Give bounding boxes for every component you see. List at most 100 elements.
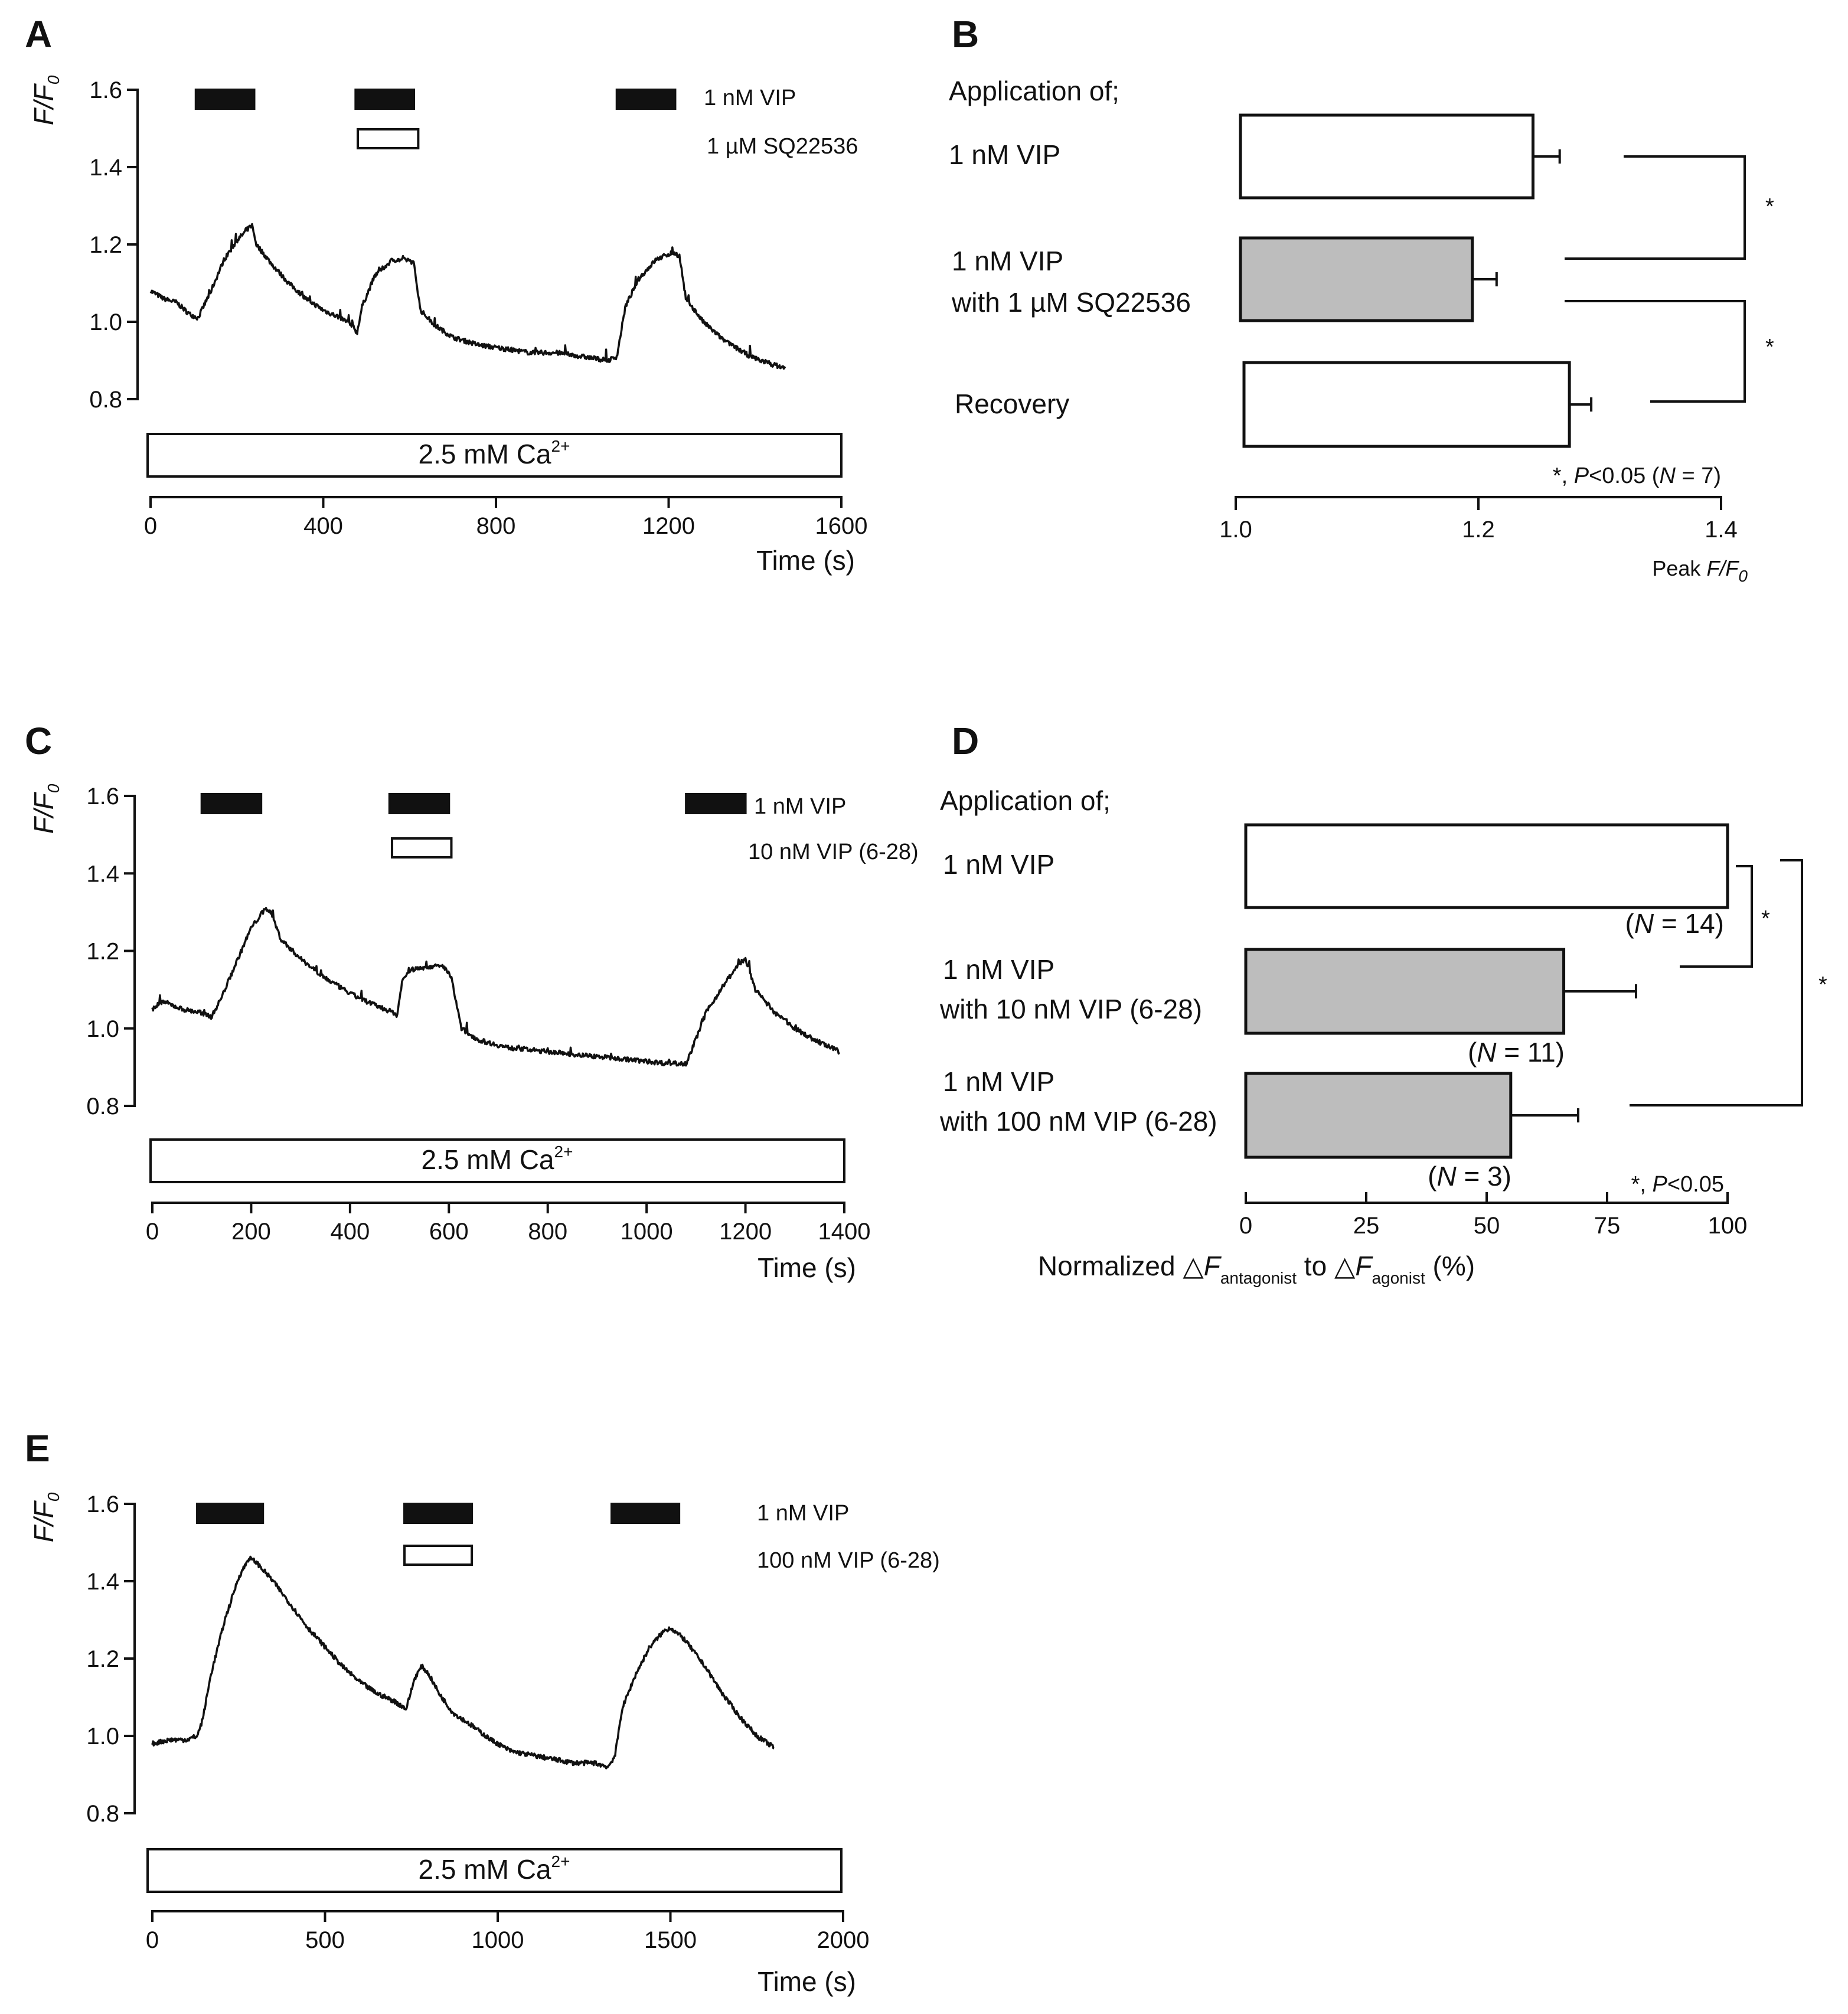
panel-d-xl-antag: antagonist xyxy=(1220,1269,1297,1287)
panel-e-x-tick-label: 1000 xyxy=(472,1927,524,1953)
panel-d-label-100-line2: with 100 nM VIP (6-28) xyxy=(939,1106,1217,1137)
panel-a-legend-vip: 1 nM VIP xyxy=(704,86,796,110)
panel-e-bath-sup: 2+ xyxy=(551,1852,570,1871)
panel-e-bath-text: 2.5 mM Ca xyxy=(419,1854,551,1885)
panel-b-note-p: P xyxy=(1574,463,1589,488)
panel-d-heading: Application of; xyxy=(940,785,1111,816)
panel-d-n14-val: = 14) xyxy=(1654,908,1724,939)
panel-d-n11-open: ( xyxy=(1468,1037,1477,1068)
panel-c-y-tick-label: 0.8 xyxy=(86,1093,119,1119)
panel-a-ylabel: F/F0 xyxy=(28,75,63,125)
panel-e-y-tick-label: 0.8 xyxy=(86,1801,119,1827)
panel-c-letter: C xyxy=(25,720,52,762)
panel-a-y-tick-label: 1.0 xyxy=(89,309,122,335)
panel-a-drug-bar-antagonist xyxy=(357,128,420,149)
panel-e: E 0.8 1.0 1.2 1.4 1.6 0 500 1000 1500 2000 1 nM V… xyxy=(25,1427,940,1997)
panel-a-y-tick-label: 1.2 xyxy=(89,232,122,258)
panel-d-x-tick-label: 100 xyxy=(1708,1213,1748,1239)
panel-a-drug-bar-vip xyxy=(354,89,416,110)
panel-d-stats-note: *, P<0.05 xyxy=(1631,1172,1724,1197)
panel-d-n11-val: = 11) xyxy=(1497,1037,1565,1068)
panel-a-bath-text: 2.5 mM Ca xyxy=(419,439,551,469)
panel-c-bath-sup: 2+ xyxy=(554,1143,573,1161)
panel-c-drug-bar-vip xyxy=(200,793,263,814)
panel-d-n-14: (N = 14) xyxy=(1625,908,1724,939)
panel-b-note-nval: = 7) xyxy=(1676,463,1721,488)
panel-b-x-tick-label: 1.2 xyxy=(1462,517,1495,543)
panel-c-y-tick-label: 1.2 xyxy=(86,939,119,965)
panel-c-drug-bar-antagonist xyxy=(391,837,453,859)
panel-d-x-tick-label: 25 xyxy=(1353,1213,1380,1239)
panel-d-xl-ag: agonist xyxy=(1372,1269,1425,1287)
panel-b-xlabel-sub: 0 xyxy=(1738,567,1748,585)
panel-c-x-tick-label: 1200 xyxy=(719,1219,772,1245)
panel-d-n14-open: ( xyxy=(1625,908,1635,939)
panel-b-label-sq-line1: 1 nM VIP xyxy=(952,246,1063,276)
panel-d-xl-a: Normalized △ xyxy=(1038,1251,1204,1281)
panel-d-label-10-line2: with 10 nM VIP (6-28) xyxy=(939,994,1202,1024)
panel-b-label-sq-line2: with 1 µM SQ22536 xyxy=(951,287,1191,318)
panel-c: C 0.8 1.0 1.2 1.4 1.6 0 200 400 600 800 1000 1200 14… xyxy=(25,720,919,1283)
panel-d-note-star: *, xyxy=(1631,1172,1653,1197)
panel-d-sig-bracket-2 xyxy=(1630,859,1803,1106)
panel-e-bath-box xyxy=(146,1848,843,1893)
panel-b-sig-1: * xyxy=(1765,194,1774,219)
panel-c-legend-vip: 1 nM VIP xyxy=(754,794,846,819)
panel-c-trace-line xyxy=(151,906,841,1067)
panel-d-n3-val: = 3) xyxy=(1457,1161,1511,1192)
panel-d-label-100-line1: 1 nM VIP xyxy=(943,1066,1054,1097)
panel-e-plot: 0.8 1.0 1.2 1.4 1.6 0 500 1000 1500 2000 xyxy=(86,1491,869,1953)
panel-c-x-tick-label: 800 xyxy=(528,1219,567,1245)
panel-a-x-tick-label: 800 xyxy=(476,513,516,539)
panel-d-xl-f1: F xyxy=(1204,1251,1222,1281)
panel-a-y-tick-label: 1.4 xyxy=(89,155,122,181)
panel-d-xl-f2: F xyxy=(1355,1251,1373,1281)
panel-a-x-tick-label: 0 xyxy=(144,513,157,539)
panel-c-ylabel-sub: 0 xyxy=(44,784,63,793)
panel-a-x-tick-label: 1600 xyxy=(815,513,868,539)
panel-e-legend-antag: 100 nM VIP (6-28) xyxy=(757,1548,940,1573)
panel-d-bar-1 xyxy=(1244,823,1729,909)
panel-d-sig-1: * xyxy=(1761,906,1770,931)
panel-e-ylabel-main: F/F xyxy=(28,1500,59,1542)
panel-c-x-tick-label: 1000 xyxy=(621,1219,673,1245)
panel-e-trace-line xyxy=(151,1555,775,1770)
panel-e-y-tick-label: 1.6 xyxy=(86,1491,119,1517)
panel-d-xl-to: to △ xyxy=(1297,1251,1356,1281)
panel-c-bath-text: 2.5 mM Ca xyxy=(422,1144,554,1175)
panel-c-y-tick-label: 1.6 xyxy=(86,784,119,809)
panel-c-x-tick-label: 600 xyxy=(429,1219,469,1245)
panel-b-bar-3 xyxy=(1242,361,1571,448)
panel-c-x-tick-label: 1400 xyxy=(818,1219,871,1245)
panel-e-x-tick-label: 1500 xyxy=(644,1927,697,1953)
panel-c-drug-bar-vip xyxy=(388,793,450,814)
panel-a-ylabel-sub: 0 xyxy=(44,75,63,84)
panel-d-x-tick-label: 50 xyxy=(1474,1213,1500,1239)
panel-d-n-11: (N = 11) xyxy=(1468,1037,1565,1068)
panel-e-y-tick-label: 1.4 xyxy=(86,1569,119,1595)
panel-a-drug-bar-vip xyxy=(194,89,256,110)
panel-b-label-recovery: Recovery xyxy=(955,389,1069,419)
panel-d-bar-3 xyxy=(1244,1072,1513,1159)
panel-e-ylabel-sub: 0 xyxy=(44,1492,63,1501)
panel-d-bar-2 xyxy=(1244,948,1566,1035)
panel-a-bath-label: 2.5 mM Ca2+ xyxy=(419,437,570,469)
panel-b-sig-bracket-1 xyxy=(1565,155,1746,260)
panel-c-y-tick-label: 1.0 xyxy=(86,1016,119,1042)
panel-d-sig-bracket-1 xyxy=(1680,865,1753,968)
panel-b-heading: Application of; xyxy=(949,76,1119,106)
panel-a: A 0.8 1.0 1.2 1.4 1.6 0 400 800 1200 1600 1 nM VI… xyxy=(25,13,867,576)
panel-d-letter: D xyxy=(952,720,979,762)
panel-c-plot: 0.8 1.0 1.2 1.4 1.6 0 200 400 600 800 1000 1200 1400 xyxy=(86,784,870,1245)
panel-a-plot: 0.8 1.0 1.2 1.4 1.6 0 400 800 1200 1600 xyxy=(89,77,867,539)
panel-e-drug-bar-vip xyxy=(196,1503,265,1524)
panel-a-y-tick-label: 0.8 xyxy=(89,387,122,413)
panel-e-y-tick-label: 1.2 xyxy=(86,1646,119,1672)
panel-e-ylabel: F/F0 xyxy=(28,1492,63,1542)
panel-b-sig-bracket-2 xyxy=(1565,300,1746,403)
panel-b-xlabel-main: Peak xyxy=(1652,556,1706,580)
panel-c-x-tick-label: 400 xyxy=(330,1219,370,1245)
panel-b-plot: 1.0 1.2 1.4 xyxy=(1219,113,1738,543)
panel-d-n11-n: N xyxy=(1477,1037,1497,1068)
